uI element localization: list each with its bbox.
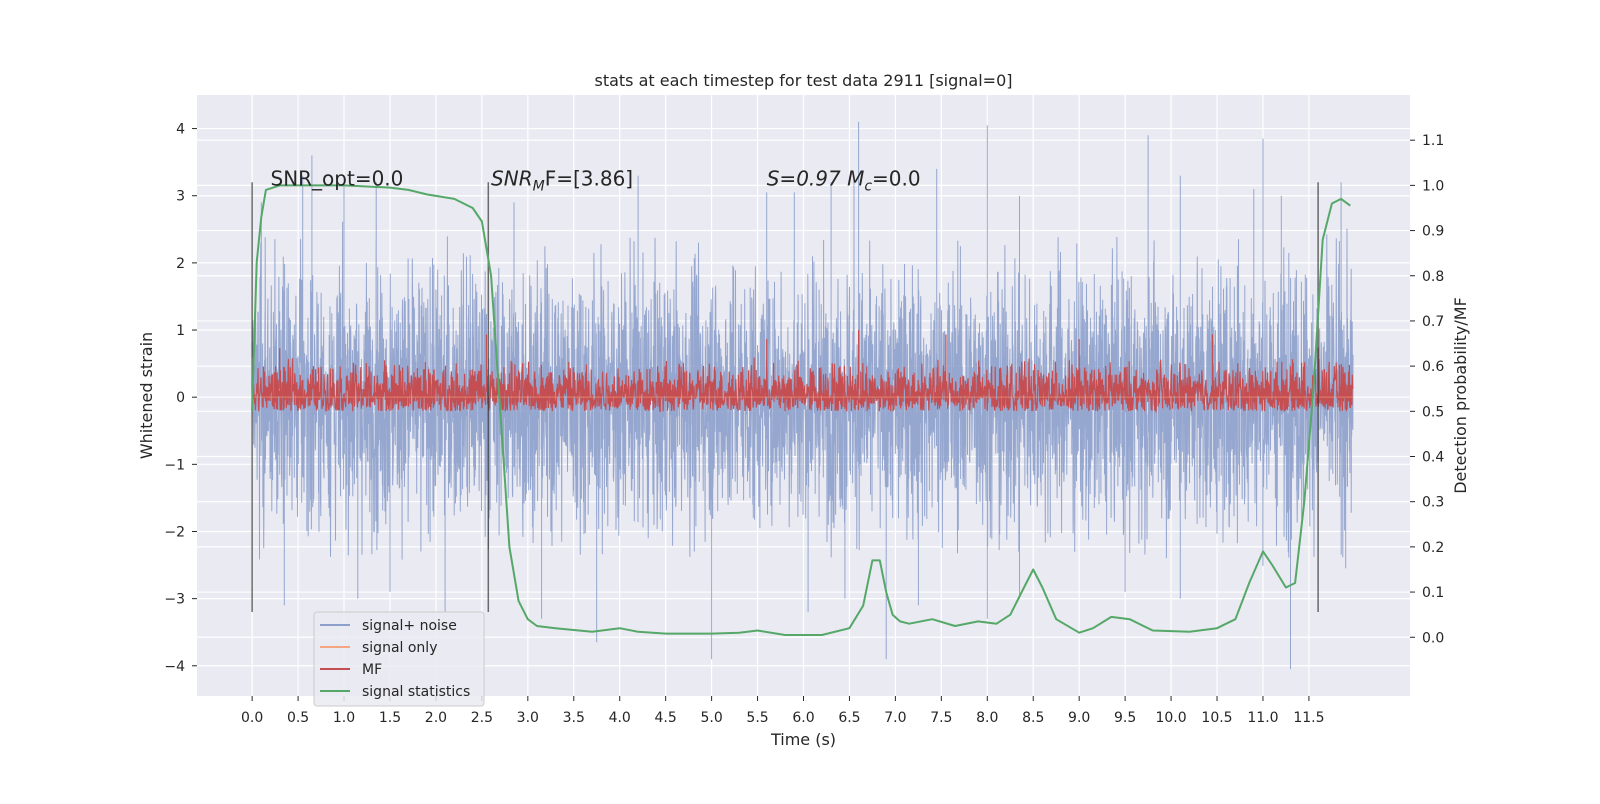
x-tick-label-16: 8.0	[976, 710, 998, 726]
x-tick-label-15: 7.5	[930, 710, 952, 726]
annotation-2: S=0.97 Mc=0.0	[767, 167, 921, 195]
x-tick-label-12: 6.0	[792, 710, 814, 726]
y-right-tick-label-10: 1.0	[1422, 178, 1444, 194]
x-tick-label-4: 2.0	[425, 710, 447, 726]
annotation-1-main: SNR	[491, 167, 533, 191]
y-right-tick-label-7: 0.7	[1422, 314, 1444, 330]
series-line-signal-noise	[251, 121, 1354, 670]
legend-box	[313, 611, 485, 707]
y-right-tick-label-6: 0.6	[1422, 359, 1444, 375]
x-tick-label-21: 10.5	[1201, 710, 1232, 726]
y-right-tick-label-4: 0.4	[1422, 450, 1444, 466]
y-tick-label-3: −1	[164, 457, 185, 473]
series-signal-noise	[251, 121, 1354, 670]
y-right-tick-label-2: 0.2	[1422, 540, 1444, 556]
y-right-tick-label-3: 0.3	[1422, 495, 1444, 511]
y-right-tick-label-8: 0.8	[1422, 269, 1444, 285]
x-tick-label-3: 1.5	[379, 710, 401, 726]
legend-label-2: MF	[362, 662, 382, 678]
annotation-1: SNRMF=[3.86]	[491, 167, 633, 195]
legend-label-1: signal only	[362, 640, 437, 656]
y-tick-label-1: −3	[164, 592, 185, 608]
y-tick-label-6: 2	[176, 256, 185, 272]
annotations: SNR_opt=0.0 SNRMF=[3.86] S=0.97 Mc=0.0	[271, 167, 921, 195]
legend-label-3: signal statistics	[362, 684, 470, 700]
y-right-tick-label-5: 0.5	[1422, 404, 1444, 420]
legend-label-0: signal+ noise	[362, 618, 457, 634]
y-tick-label-7: 3	[176, 189, 185, 205]
x-tick-label-1: 0.5	[287, 710, 309, 726]
annotation-1-sub: M	[533, 179, 545, 195]
x-tick-label-19: 9.5	[1114, 710, 1136, 726]
y-tick-label-4: 0	[176, 390, 185, 406]
y-right-tick-label-9: 0.9	[1422, 224, 1444, 240]
annotation-2-main: S=0.97 M	[767, 167, 865, 191]
y-tick-label-0: −4	[164, 659, 185, 675]
x-tick-label-20: 10.0	[1155, 710, 1186, 726]
x-tick-label-11: 5.5	[746, 710, 768, 726]
y-axis-label: Whitened strain	[137, 332, 156, 459]
x-axis-label: Time (s)	[770, 730, 836, 749]
series-signal-statistics	[251, 184, 1351, 636]
x-tick-label-2: 1.0	[333, 710, 355, 726]
x-tick-label-18: 9.0	[1068, 710, 1090, 726]
x-tick-label-17: 8.5	[1022, 710, 1044, 726]
axes: 0.0 0.5 1.0 1.5 2.0 2.5 3.0 3.5 4.0 4.5 5.0 5.5 6.0 6…	[164, 122, 1444, 726]
y-right-tick-label-1: 0.1	[1422, 585, 1444, 601]
x-tick-label-7: 3.5	[563, 710, 585, 726]
y-right-tick-label-11: 1.1	[1422, 133, 1444, 149]
y-right-axis-label: Detection probability/MF	[1451, 297, 1470, 494]
y-right-tick-label-0: 0.0	[1422, 630, 1444, 646]
x-tick-label-22: 11.0	[1247, 710, 1278, 726]
chart-title: stats at each timestep for test data 291…	[594, 71, 1012, 90]
annotation-2-sub: c	[864, 179, 872, 195]
x-tick-label-6: 3.0	[517, 710, 539, 726]
annotation-1-rest: F=[3.86]	[545, 167, 633, 191]
annotation-0: SNR_opt=0.0	[271, 167, 404, 191]
series-line-signal-statistics	[251, 184, 1351, 636]
annotation-0-main: SNR_opt=0.0	[271, 167, 404, 191]
x-tick-label-8: 4.0	[609, 710, 631, 726]
y-tick-label-8: 4	[176, 122, 185, 138]
annotation-2-rest: =0.0	[872, 167, 921, 191]
x-tick-label-5: 2.5	[471, 710, 493, 726]
x-tick-label-10: 5.0	[700, 710, 722, 726]
x-tick-label-9: 4.5	[655, 710, 677, 726]
x-tick-label-23: 11.5	[1293, 710, 1324, 726]
legend[interactable]: signal+ noise signal only MF signal statist…	[313, 611, 485, 707]
x-tick-label-14: 7.0	[884, 710, 906, 726]
x-tick-label-13: 6.5	[838, 710, 860, 726]
x-tick-label-0: 0.0	[241, 710, 263, 726]
y-tick-label-2: −2	[164, 524, 185, 540]
y-tick-label-5: 1	[176, 323, 185, 339]
